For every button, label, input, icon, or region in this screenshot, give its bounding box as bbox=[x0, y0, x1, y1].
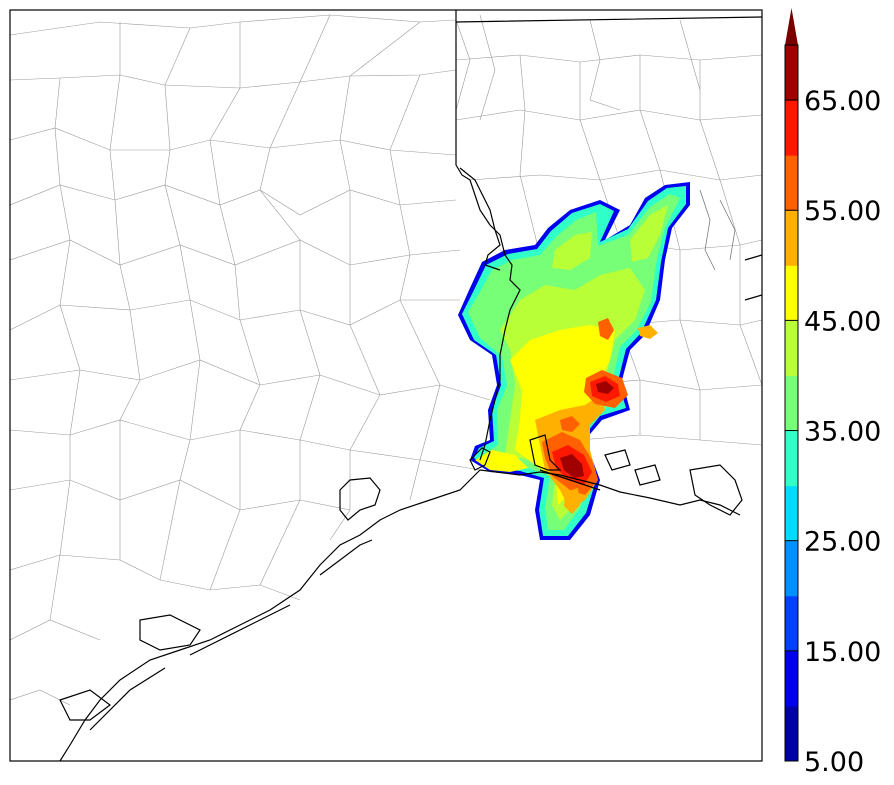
sabine-lake bbox=[469, 447, 491, 471]
colorbar-tick-label: 25.00 bbox=[804, 527, 881, 558]
white-lake bbox=[634, 464, 661, 486]
lake-charles bbox=[529, 434, 562, 471]
colorbar-segment bbox=[785, 265, 798, 321]
colorbar-tick-label: 35.00 bbox=[804, 417, 881, 448]
grand-lake bbox=[604, 449, 631, 471]
mississippi-river-segment bbox=[744, 254, 762, 301]
reflectivity-40dbz-northeast bbox=[630, 205, 668, 262]
colorbar-tick-label: 55.00 bbox=[804, 196, 881, 227]
reflectivity-50dbz-tail bbox=[564, 488, 580, 514]
toledo-bend bbox=[459, 167, 501, 271]
texas-coast bbox=[59, 469, 481, 761]
barrier-island-2 bbox=[189, 604, 291, 656]
colorbar-segment bbox=[785, 705, 798, 762]
texas-louisiana-border bbox=[455, 22, 521, 461]
vermilion-bay bbox=[689, 464, 743, 516]
reflectivity-50dbz-eastcell bbox=[638, 325, 658, 339]
colorbar-segments bbox=[785, 45, 798, 762]
colorbar-min-label: 5.00 bbox=[804, 747, 864, 778]
colorbar-segment bbox=[785, 595, 798, 652]
calcasieu-channel bbox=[539, 469, 601, 491]
galveston-bay bbox=[339, 477, 381, 521]
colorbar-segment bbox=[785, 430, 798, 487]
colorbar-segment bbox=[785, 320, 798, 376]
colorbar-segment bbox=[785, 650, 798, 707]
barrier-island-1 bbox=[319, 539, 373, 576]
colorbar-tick-label: 45.00 bbox=[804, 306, 881, 337]
colorbar: 15.00 25.00 35.00 45.00 55.00 65.00 5.00 bbox=[784, 8, 881, 778]
colorbar-tick-label: 65.00 bbox=[804, 86, 881, 117]
colorbar-ticks: 15.00 25.00 35.00 45.00 55.00 65.00 bbox=[785, 86, 881, 668]
map-frame-border bbox=[9, 9, 763, 762]
reflectivity-65dbz-core bbox=[560, 454, 584, 478]
matagorda-bay bbox=[139, 614, 201, 651]
colorbar-segment bbox=[785, 485, 798, 542]
colorbar-segment bbox=[785, 100, 798, 156]
reflectivity-65dbz-cell bbox=[596, 381, 614, 394]
colorbar-segment bbox=[785, 540, 798, 597]
corpus-bay bbox=[59, 689, 111, 721]
barrier-island-3 bbox=[89, 667, 166, 731]
reflectivity-40dbz-north bbox=[552, 232, 592, 270]
colorbar-segment bbox=[785, 155, 798, 211]
reflectivity-field bbox=[458, 182, 690, 540]
rivers bbox=[699, 189, 736, 271]
colorbar-segment bbox=[785, 45, 798, 101]
colorbar-segment bbox=[785, 375, 798, 432]
map-background bbox=[10, 10, 762, 761]
colorbar-extend-arrow bbox=[785, 8, 798, 45]
reflectivity-55dbz-northcell bbox=[598, 318, 614, 340]
colorbar-segment bbox=[785, 210, 798, 266]
reflectivity-55dbz-southcell bbox=[560, 416, 580, 432]
colorbar-tick-label: 15.00 bbox=[804, 637, 881, 668]
state-borders-coastline bbox=[59, 10, 762, 761]
colorbar-outline bbox=[784, 44, 799, 762]
